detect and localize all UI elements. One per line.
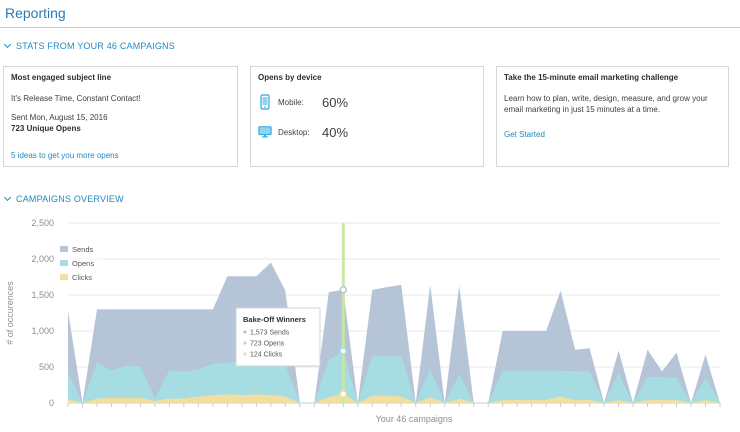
- email-challenge-card: Take the 15-minute email marketing chall…: [496, 66, 729, 167]
- chart-y-ticks: 0 500 1,000 1,500 2,000 2,500: [31, 218, 54, 408]
- y-tick-label: 500: [39, 362, 54, 372]
- open-ideas-link[interactable]: 5 ideas to get you more opens: [11, 151, 119, 160]
- y-tick-label: 0: [49, 398, 54, 408]
- tooltip-row: 1,573 Sends: [250, 330, 290, 337]
- stats-section-toggle[interactable]: STATS FROM YOUR 46 CAMPAIGNS: [3, 40, 175, 51]
- series-area-opens: [68, 350, 720, 403]
- chart-tooltip: Bake-Off Winners 1,573 Sends 723 Opens 124 …: [235, 307, 321, 367]
- chart-legend: Sends Opens Clicks: [54, 239, 102, 285]
- card-title: Opens by device: [258, 73, 322, 82]
- desktop-label: Desktop:: [278, 127, 310, 137]
- chart-x-ticks: [67, 403, 721, 407]
- get-started-link[interactable]: Get Started: [504, 130, 545, 139]
- highlight-point-sends[interactable]: [339, 285, 348, 294]
- desktop-value: 40%: [322, 124, 349, 140]
- legend-swatch: [60, 260, 68, 266]
- chevron-down-icon: [3, 40, 12, 49]
- y-tick-label: 2,000: [31, 254, 54, 264]
- mobile-value: 60%: [322, 94, 349, 110]
- mobile-label: Mobile:: [278, 97, 304, 107]
- series-area-clicks: [68, 394, 720, 403]
- y-tick-label: 1,000: [31, 326, 54, 336]
- desktop-monitor-icon: [258, 125, 272, 139]
- chevron-down-icon: [3, 193, 12, 202]
- highlight-bar: [341, 223, 345, 403]
- tooltip-dot: [243, 330, 247, 334]
- challenge-text: Learn how to plan, write, design, measur…: [504, 94, 708, 114]
- y-axis-label: # of occurences: [5, 281, 15, 345]
- legend-label: Sends: [72, 245, 94, 254]
- stats-section-title: STATS FROM YOUR 46 CAMPAIGNS: [16, 41, 175, 51]
- tooltip-box: [235, 307, 321, 367]
- page-title: Reporting: [5, 5, 66, 21]
- sent-date: Sent Mon, August 15, 2016: [11, 113, 108, 122]
- mobile-phone-icon: [258, 94, 272, 110]
- subject-line: It's Release Time, Constant Contact!: [11, 94, 141, 103]
- unique-opens: 723 Unique Opens: [11, 124, 81, 133]
- tooltip-dot: [243, 352, 247, 356]
- legend-label: Opens: [72, 259, 94, 268]
- tooltip-row: 124 Clicks: [250, 352, 283, 359]
- tooltip-row: 723 Opens: [250, 341, 285, 348]
- chart-areas: [68, 262, 720, 403]
- most-engaged-card: Most engaged subject line It's Release T…: [3, 66, 238, 167]
- card-title: Take the 15-minute email marketing chall…: [504, 73, 679, 82]
- tooltip-title: Bake-Off Winners: [243, 315, 306, 324]
- card-title: Most engaged subject line: [11, 73, 112, 82]
- y-tick-label: 2,500: [31, 218, 54, 228]
- overview-section-title: CAMPAIGNS OVERVIEW: [16, 194, 124, 204]
- chart-highlight: [339, 223, 348, 403]
- x-axis-label: Your 46 campaigns: [376, 414, 453, 424]
- highlight-point-clicks[interactable]: [339, 390, 348, 398]
- mobile-row: Mobile: 60%: [258, 88, 476, 116]
- title-divider: [0, 27, 740, 28]
- legend-label: Clicks: [72, 273, 92, 282]
- opens-by-device-card: Opens by device Mobile: 60% Desktop: 40%: [250, 66, 484, 167]
- desktop-row: Desktop: 40%: [258, 118, 476, 146]
- tooltip-dot: [243, 341, 247, 345]
- overview-section-toggle[interactable]: CAMPAIGNS OVERVIEW: [3, 193, 124, 204]
- legend-swatch: [60, 246, 68, 252]
- legend-swatch: [60, 274, 68, 280]
- y-tick-label: 1,500: [31, 290, 54, 300]
- campaigns-chart[interactable]: 0 500 1,000 1,500 2,000 2,500 # of occurences…: [0, 210, 740, 432]
- highlight-point-opens[interactable]: [339, 347, 348, 355]
